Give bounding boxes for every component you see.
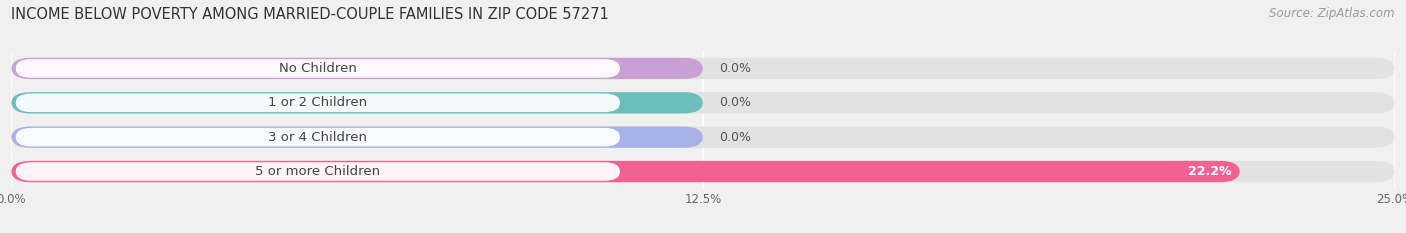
Text: 3 or 4 Children: 3 or 4 Children [269, 131, 367, 144]
FancyBboxPatch shape [11, 161, 1240, 182]
FancyBboxPatch shape [11, 161, 1395, 182]
FancyBboxPatch shape [11, 92, 1395, 113]
Text: 0.0%: 0.0% [720, 96, 752, 109]
Text: No Children: No Children [278, 62, 357, 75]
Text: 0.0%: 0.0% [720, 131, 752, 144]
FancyBboxPatch shape [11, 127, 1395, 148]
FancyBboxPatch shape [15, 59, 620, 78]
FancyBboxPatch shape [11, 92, 703, 113]
FancyBboxPatch shape [15, 93, 620, 112]
Text: 5 or more Children: 5 or more Children [256, 165, 381, 178]
FancyBboxPatch shape [11, 127, 703, 148]
Text: 22.2%: 22.2% [1188, 165, 1232, 178]
FancyBboxPatch shape [15, 128, 620, 147]
Text: INCOME BELOW POVERTY AMONG MARRIED-COUPLE FAMILIES IN ZIP CODE 57271: INCOME BELOW POVERTY AMONG MARRIED-COUPL… [11, 7, 609, 22]
Text: 1 or 2 Children: 1 or 2 Children [269, 96, 367, 109]
FancyBboxPatch shape [11, 58, 1395, 79]
FancyBboxPatch shape [11, 58, 703, 79]
Text: Source: ZipAtlas.com: Source: ZipAtlas.com [1270, 7, 1395, 20]
Text: 0.0%: 0.0% [720, 62, 752, 75]
FancyBboxPatch shape [15, 162, 620, 181]
